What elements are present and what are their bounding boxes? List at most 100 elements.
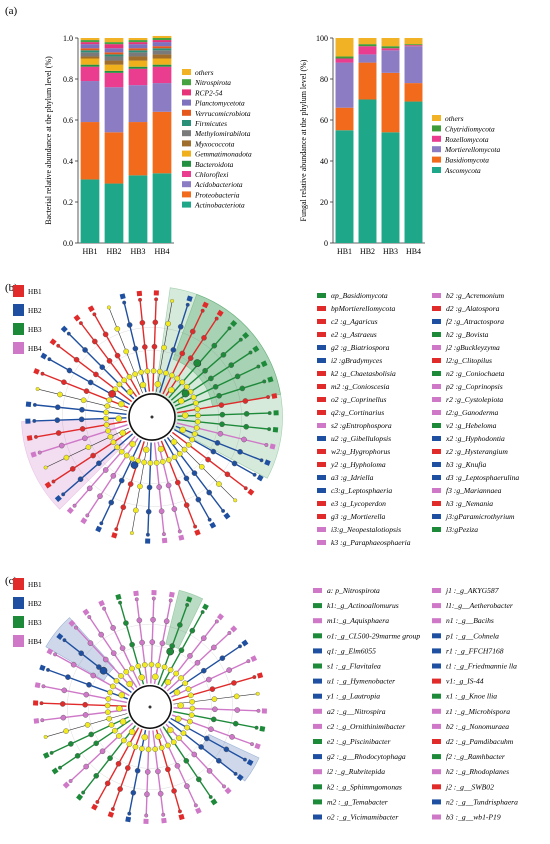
cladogram-c-taxa-legend: a: p_Nitrospirota k1:_g_Actinoallomurus m1… — [313, 586, 518, 822]
tree-node — [155, 768, 161, 775]
tree-node — [66, 367, 73, 374]
legend-label: Chloroflexi — [195, 170, 228, 179]
tree-node — [201, 667, 207, 674]
leaf-tag — [40, 352, 48, 360]
taxon-label: r1 :_g_FFCH7168 — [446, 646, 504, 655]
y-tick-label: 60 — [320, 116, 328, 125]
tree-node — [138, 674, 145, 681]
tree-node — [126, 680, 133, 688]
tree-node — [83, 691, 90, 698]
legend-label: Verrucomicrobiota — [195, 109, 251, 118]
tree-node — [147, 460, 154, 466]
taxon-swatch — [432, 708, 441, 714]
leaf-node — [66, 331, 71, 336]
tree-node — [129, 455, 135, 462]
tree-node — [123, 620, 129, 626]
tree-node — [171, 454, 178, 460]
leaf-node — [266, 395, 271, 400]
legend-label: Acidobacteriota — [194, 180, 243, 189]
leaf-tag — [209, 521, 217, 529]
leaf-node — [267, 411, 272, 416]
taxon-swatch — [317, 514, 326, 519]
tree-node — [112, 386, 119, 392]
taxon-swatch — [432, 371, 441, 376]
bar-segment — [358, 46, 377, 55]
tree-node — [104, 780, 111, 787]
tree-node — [143, 446, 150, 453]
taxon-swatch — [313, 633, 322, 639]
tree-node — [157, 445, 165, 453]
enriched-node — [108, 390, 116, 398]
taxon-label: b2 :g_Acremonium — [446, 291, 505, 300]
enriched-node — [193, 359, 202, 367]
tree-node — [103, 409, 109, 416]
tree-node — [82, 701, 88, 708]
taxon-swatch — [313, 739, 322, 744]
tree-node — [60, 714, 67, 721]
tree-node — [148, 661, 155, 668]
tree-node — [224, 471, 231, 478]
tree-node — [135, 663, 142, 669]
tree-node — [141, 734, 148, 741]
legend-swatch — [182, 150, 191, 157]
leaf-node — [185, 302, 190, 307]
bar-segment — [358, 62, 377, 100]
tree-node — [134, 767, 141, 774]
bar-segment — [128, 50, 148, 53]
tree-node — [174, 479, 181, 486]
tree-node — [82, 435, 88, 442]
leaf-node — [138, 297, 142, 302]
tree-node — [177, 450, 183, 457]
taxon-label: k2 :_g_Sphimmgomonas — [327, 782, 402, 791]
tree-node — [107, 689, 113, 696]
tree-node — [188, 712, 195, 718]
legend-label: Basidiomycota — [445, 156, 489, 165]
tree-node — [163, 618, 170, 625]
leaf-node — [170, 299, 175, 303]
leaf-node — [243, 486, 248, 491]
tree-node — [198, 464, 205, 470]
bar-segment — [381, 48, 400, 51]
tree-node — [231, 680, 237, 686]
y-tick-label: 0.0 — [63, 239, 73, 248]
taxon-label: b3 :_g__wb1-P19 — [446, 813, 501, 822]
tree-node — [150, 368, 157, 374]
tree-node — [96, 664, 102, 670]
taxon-swatch — [432, 739, 441, 744]
leaf-node — [144, 813, 149, 818]
bar-segment — [80, 44, 100, 49]
tree-node — [173, 670, 179, 677]
bar-segment — [358, 38, 377, 45]
group-label: HB1 — [28, 581, 42, 589]
bar-segment — [80, 48, 100, 51]
taxon-swatch — [432, 693, 441, 699]
tree-node — [214, 440, 221, 446]
taxon-swatch — [317, 332, 326, 337]
tree-node — [183, 502, 190, 508]
taxon-swatch — [432, 332, 441, 337]
tree-node — [65, 674, 71, 680]
leaf-node — [227, 631, 232, 635]
tree-node — [189, 699, 195, 705]
tree-node — [119, 645, 126, 651]
legend-swatch — [182, 140, 191, 147]
leaf-tag — [241, 639, 249, 647]
tree-node — [87, 640, 94, 646]
leaf-tag — [25, 401, 32, 407]
tree-node — [159, 640, 166, 647]
leaf-node — [58, 765, 62, 770]
bar-segment — [80, 66, 100, 82]
taxon-swatch — [313, 678, 322, 684]
leaf-node — [145, 532, 150, 537]
taxon-swatch — [313, 588, 322, 593]
taxon-label: t1 :_g_Friedmannie lla — [446, 662, 517, 671]
leaf-node — [238, 337, 243, 342]
tree-node — [74, 753, 81, 759]
taxon-label: n1 :_g__Bacihs — [446, 616, 494, 625]
tree-node — [63, 728, 69, 734]
leaf-tag — [168, 591, 175, 598]
tree-node — [96, 460, 102, 467]
tree-node — [125, 765, 131, 771]
tree-node — [114, 326, 121, 332]
leaf-node — [254, 725, 259, 730]
